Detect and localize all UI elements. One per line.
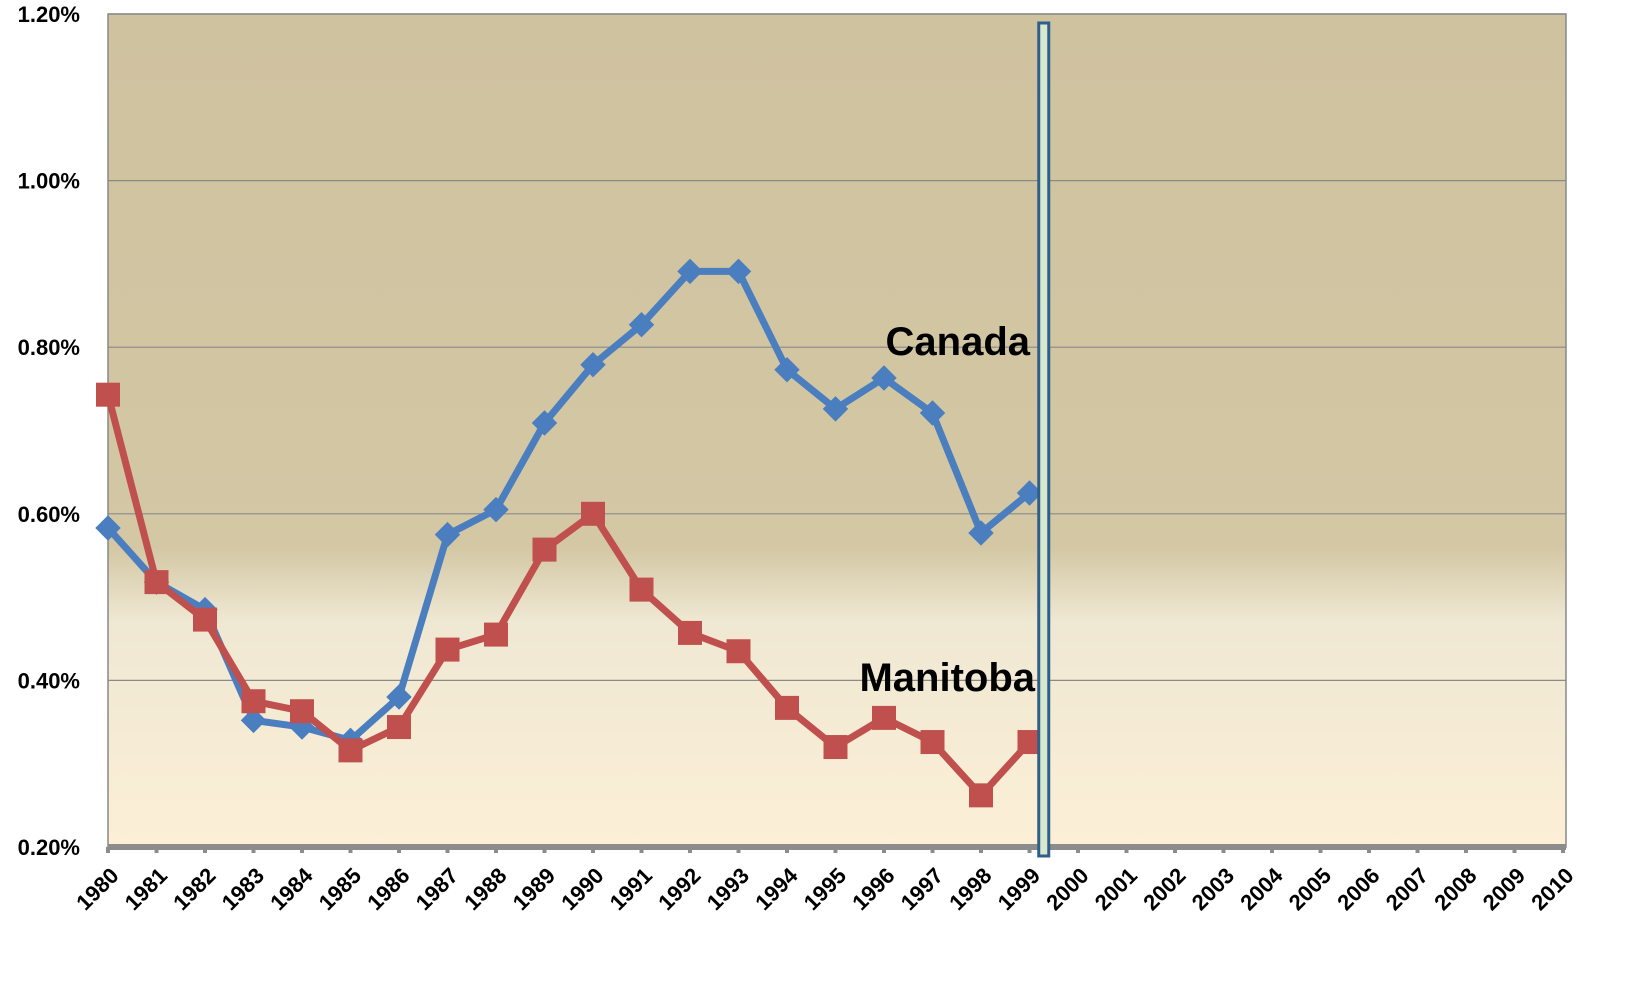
x-tick-label: 1980 [71,863,123,915]
y-tick-label: 0.40% [18,668,80,693]
marker [872,705,896,730]
marker [871,365,897,391]
marker [919,400,946,426]
x-tick-label: 2006 [1332,863,1384,915]
x-tick-label: 2010 [1526,863,1578,915]
marker [629,577,654,602]
marker [581,501,605,526]
x-tick-label: 1991 [605,863,657,915]
marker [290,699,314,724]
x-tick-label: 1984 [265,862,318,915]
marker [628,311,655,338]
marker [241,689,266,714]
marker [532,537,557,562]
x-tick-label: 1988 [459,863,511,915]
marker [920,730,945,755]
marker [775,695,799,720]
y-tick-label: 0.20% [18,835,80,860]
x-tick-label: 1992 [653,863,705,915]
marker [968,520,994,546]
x-tick-label: 1982 [168,863,220,915]
marker [677,258,703,285]
x-tick-label: 2003 [1187,863,1239,915]
marker [484,622,508,647]
marker [338,738,363,763]
marker [725,258,752,285]
x-tick-label: 2009 [1478,863,1530,915]
x-tick-label: 2005 [1284,863,1336,915]
marker [144,570,169,595]
marker [435,637,460,662]
series-1 [96,382,1042,808]
x-tick-label: 1981 [120,863,172,915]
marker [387,715,411,740]
x-tick-label: 1994 [750,862,803,915]
x-tick-label: 1983 [217,863,269,915]
x-tick-label: 2000 [1041,863,1093,915]
x-tick-label: 1989 [508,863,560,915]
y-tick-label: 1.00% [18,169,80,194]
divider [1037,21,1051,858]
x-tick-label: 2001 [1090,863,1142,915]
marker [96,382,120,407]
x-tick-label: 2004 [1235,862,1288,915]
x-tick-label: 1995 [799,863,851,915]
marker [726,639,751,664]
series-label: Manitoba [859,656,1035,700]
x-tick-label: 1987 [411,863,463,915]
marker [822,396,849,422]
marker [969,783,993,808]
x-tick-label: 1999 [993,863,1045,915]
x-tick-label: 1993 [702,863,754,915]
y-tick-label: 0.60% [18,502,80,527]
y-tick-label: 0.80% [18,335,80,360]
marker [531,410,558,436]
marker [434,521,461,548]
x-tick-label: 1998 [944,863,996,915]
x-tick-label: 1985 [314,863,366,915]
y-tick-label: 1.20% [18,2,80,27]
marker [483,496,509,523]
marker [678,620,702,645]
x-tick-label: 1997 [896,863,948,915]
x-tick-label: 2008 [1429,863,1481,915]
marker [580,351,606,378]
marker [774,356,800,383]
plot-area [107,13,1567,848]
x-tick-label: 1986 [362,863,414,915]
marker [95,515,121,541]
x-tick-label: 2002 [1138,863,1190,915]
series-label: Canada [886,320,1031,364]
x-tick-label: 1990 [556,863,608,915]
x-tick-label: 1996 [847,863,899,915]
marker [823,735,848,760]
marker [193,607,217,632]
marker [386,684,412,710]
x-tick-label: 2007 [1381,863,1433,915]
marker [240,707,267,734]
